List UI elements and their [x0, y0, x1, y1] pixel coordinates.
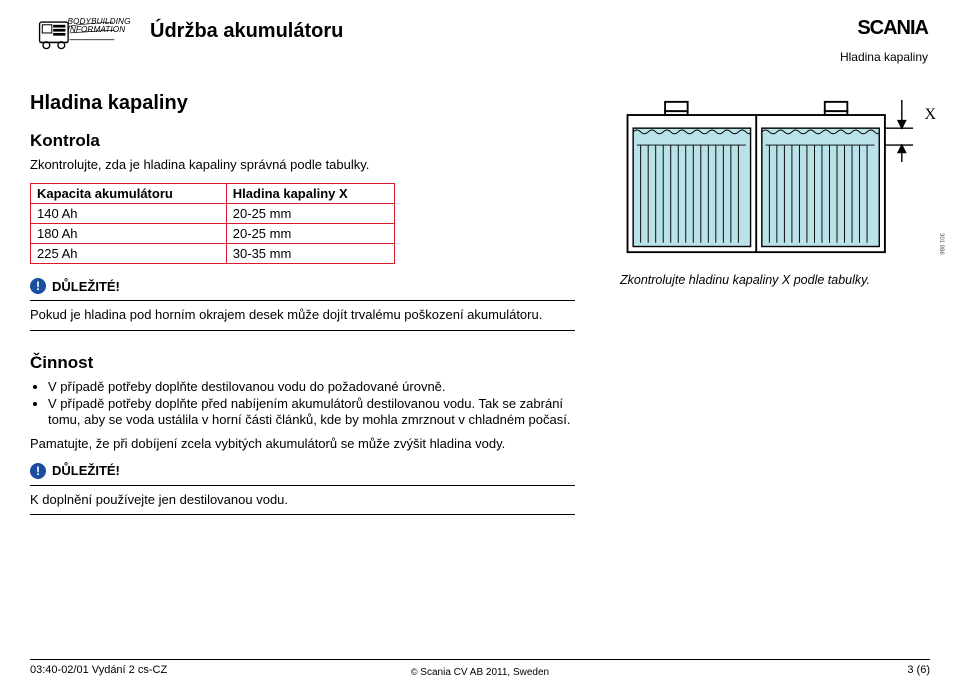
list-item: V případě potřeby doplňte před nabíjením…: [48, 396, 575, 429]
section-kontrola: Kontrola: [30, 131, 575, 151]
battery-figure: X 301 986 Zkontrolujte hladinu kapaliny …: [620, 92, 930, 287]
header-subheading: Hladina kapaliny: [840, 50, 928, 64]
table-cell: 180 Ah: [31, 224, 227, 244]
important-text-1: Pokud je hladina pod horním okrajem dese…: [30, 301, 575, 330]
important-label: DŮLEŽITÉ!: [52, 279, 120, 294]
logo-text-2: INFORMATION: [67, 26, 130, 34]
document-title: Údržba akumulátoru: [150, 20, 343, 43]
table-row: 180 Ah 20-25 mm: [31, 224, 395, 244]
figure-ref-number: 301 986: [938, 233, 944, 255]
table-cell: 140 Ah: [31, 204, 227, 224]
note-after-list: Pamatujte, že při dobíjení zcela vybitýc…: [30, 436, 575, 452]
important-label: DŮLEŽITÉ!: [52, 463, 120, 478]
bodybuilding-info-logo: BODYBUILDING INFORMATION: [30, 18, 128, 62]
table-cell: 20-25 mm: [226, 224, 394, 244]
scania-logo: SCANIA: [857, 18, 928, 38]
battery-diagram-svg: [620, 92, 930, 262]
section-cinnost: Činnost: [30, 353, 575, 373]
important-icon: !: [30, 278, 46, 294]
activity-list: V případě potřeby doplňte destilovanou v…: [30, 379, 575, 429]
page-heading: Hladina kapaliny: [30, 92, 575, 115]
table-cell: 30-35 mm: [226, 244, 394, 264]
footer-center: Scania CV AB 2011, Sweden: [418, 667, 550, 678]
capacity-table: Kapacita akumulátoru Hladina kapaliny X …: [30, 183, 395, 264]
important-text-2: K doplnění používejte jen destilovanou v…: [30, 486, 575, 515]
table-row: 140 Ah 20-25 mm: [31, 204, 395, 224]
copyright-symbol: ©: [411, 667, 418, 677]
figure-caption: Zkontrolujte hladinu kapaliny X podle ta…: [620, 273, 930, 287]
important-icon: !: [30, 463, 46, 479]
table-header-level: Hladina kapaliny X: [226, 184, 394, 204]
table-row: 225 Ah 30-35 mm: [31, 244, 395, 264]
table-cell: 20-25 mm: [226, 204, 394, 224]
list-item: V případě potřeby doplňte destilovanou v…: [48, 379, 575, 395]
table-header-capacity: Kapacita akumulátoru: [31, 184, 227, 204]
table-cell: 225 Ah: [31, 244, 227, 264]
figure-dimension-label: X: [924, 106, 936, 124]
intro-text: Zkontrolujte, zda je hladina kapaliny sp…: [30, 157, 575, 173]
